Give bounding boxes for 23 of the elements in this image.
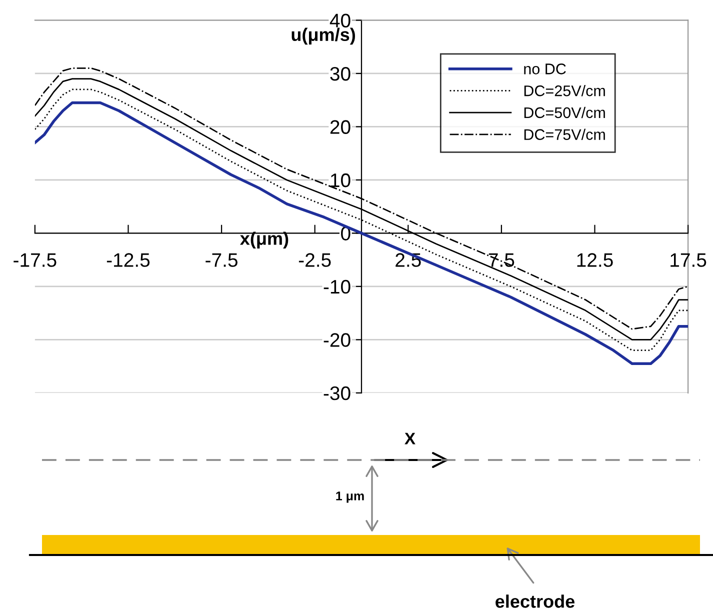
y-tick-label: 10 (330, 173, 350, 188)
y-axis-title: u(μm/s) (292, 28, 355, 45)
x-tick-label: -7.5 (206, 253, 238, 267)
y-tick-label: 20 (330, 120, 350, 134)
x-axis-title: x(μm) (240, 232, 288, 249)
x-tick-label: -17.5 (14, 253, 56, 267)
legend-label: DC=75V/cm (524, 128, 605, 140)
x-tick-label: 12.5 (577, 253, 613, 267)
legend-label: DC=25V/cm (524, 85, 605, 96)
y-tick-label: -10 (324, 280, 350, 294)
y-tick-label: -30 (324, 386, 350, 400)
text: electrode (496, 594, 575, 608)
x-tick-label: -12.5 (106, 253, 150, 267)
x-tick-label: -2.5 (298, 253, 331, 267)
text: 1 μm (336, 492, 364, 503)
legend-label: DC=50V/cm (524, 106, 605, 118)
legend-label: no DC (524, 64, 566, 74)
y-tick-label: 40 (330, 14, 350, 28)
text: X (404, 432, 416, 444)
y-tick-label: -20 (324, 333, 350, 347)
x-tick-label: 2.5 (396, 253, 421, 267)
x-tick-label: 17.5 (670, 253, 706, 267)
y-tick-label: 30 (330, 66, 350, 81)
